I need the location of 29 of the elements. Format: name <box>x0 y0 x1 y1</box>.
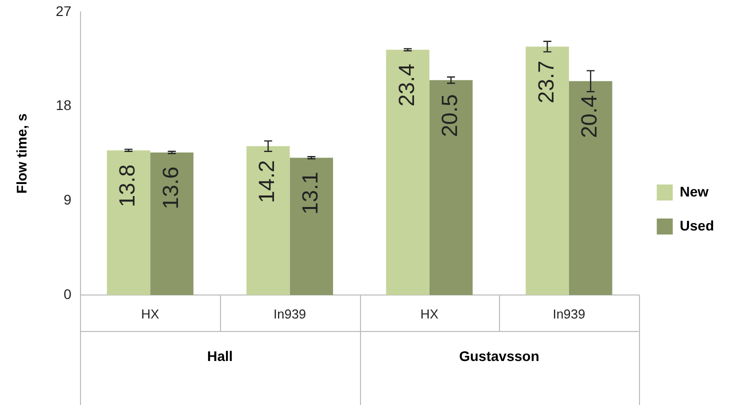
data-label: 23.7 <box>533 60 558 104</box>
x-tick-label: In939 <box>273 306 306 322</box>
bar <box>429 80 473 295</box>
data-label: 20.4 <box>576 95 602 138</box>
legend-label: New <box>680 183 709 200</box>
x-tick-label: In939 <box>552 306 586 322</box>
bar <box>150 152 194 295</box>
y-tick-label: 9 <box>64 192 72 208</box>
data-label: 14.2 <box>254 160 280 203</box>
bar <box>290 158 334 295</box>
y-tick-label: 18 <box>56 97 72 114</box>
data-label: 13.6 <box>158 166 183 210</box>
x-tick-label: HX <box>141 306 160 322</box>
data-label: 13.8 <box>114 164 140 208</box>
text: Gustavsson <box>459 348 540 364</box>
bar <box>568 81 612 295</box>
bar <box>386 50 430 295</box>
data-label: 13.1 <box>297 172 322 215</box>
data-label: 23.4 <box>394 64 419 107</box>
bar <box>106 150 150 295</box>
data-label: 20.5 <box>437 94 462 137</box>
y-tick-label: 27 <box>56 2 72 19</box>
legend-label: Used <box>680 217 714 234</box>
y-axis-title: Flow time, s <box>13 113 30 194</box>
text: Hall <box>207 348 233 364</box>
bar <box>246 146 290 295</box>
bar <box>526 46 569 295</box>
x-tick-label: HX <box>420 306 439 322</box>
y-tick-label: 0 <box>64 286 72 302</box>
